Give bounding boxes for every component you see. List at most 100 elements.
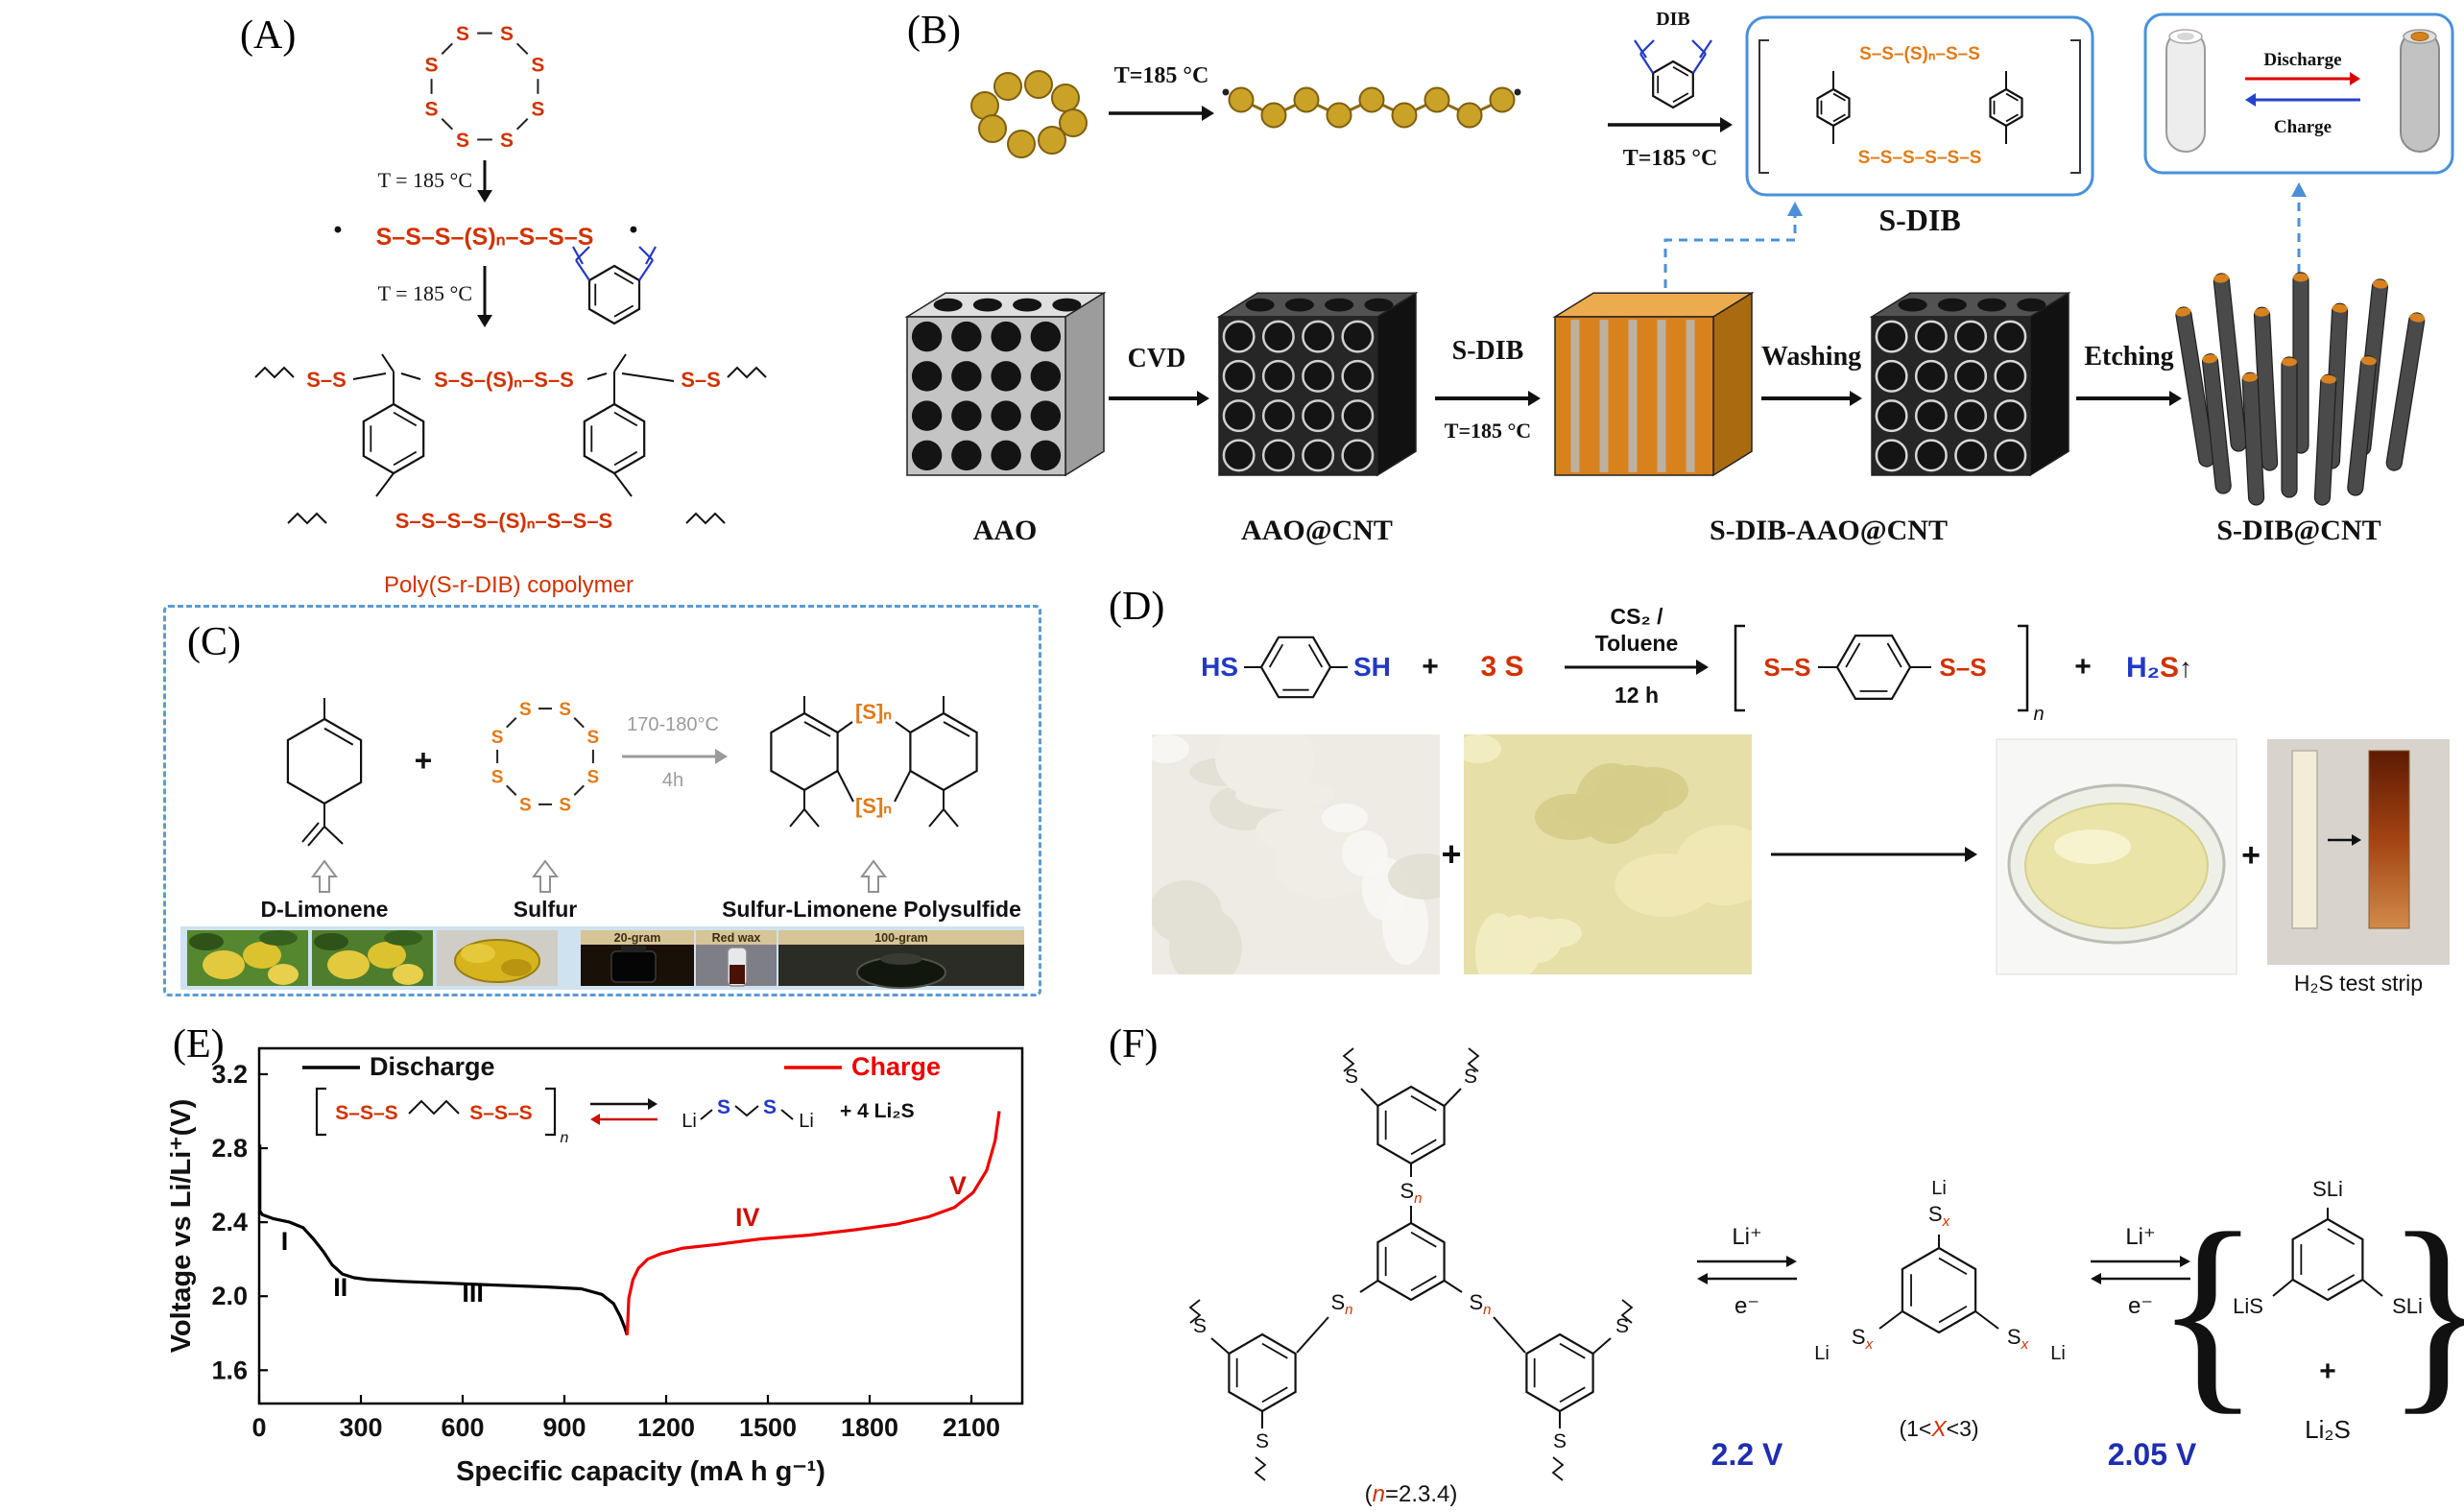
sdib-box xyxy=(1745,15,2094,197)
bond-line xyxy=(586,372,608,380)
sulfur-ball xyxy=(1228,86,1255,113)
pore xyxy=(1261,399,1295,433)
panel-d-graphic: HS SH +3 S CS₂ /Toluene 12 h S–S S–S n + H₂S↑ + + H₂… xyxy=(1152,604,2450,996)
arrow-head xyxy=(1850,391,1862,406)
brace-right: } xyxy=(2385,1188,2464,1432)
bond-line xyxy=(1886,642,1902,668)
pore xyxy=(911,321,943,352)
li-label: Li xyxy=(1814,1343,1830,1364)
benzene-ring xyxy=(583,402,646,475)
arrow-head xyxy=(1965,847,1977,862)
region-annotation: III xyxy=(462,1279,484,1308)
bond-line xyxy=(301,822,320,843)
bond-line xyxy=(1261,1386,1288,1404)
bond-line xyxy=(381,353,395,372)
y-tick-label: 2.8 xyxy=(211,1134,248,1163)
arrow-head xyxy=(1697,1273,1708,1284)
sulfur-ball xyxy=(1489,86,1516,113)
ss-label: S–S xyxy=(1939,653,1986,682)
bond-line xyxy=(1261,1342,1288,1359)
bond-line xyxy=(572,246,584,265)
sulfur-ball xyxy=(1024,70,1053,99)
ellipse xyxy=(2254,307,2270,317)
pore xyxy=(1994,439,2027,472)
bond-line xyxy=(943,721,970,737)
subscript-n: n xyxy=(561,1130,569,1146)
sh-label: SH xyxy=(1353,652,1391,682)
pore-top xyxy=(1013,298,1042,312)
bond-line xyxy=(894,770,912,803)
polyline xyxy=(1342,1047,1355,1072)
bond-line xyxy=(613,304,634,318)
electron-label: e⁻ xyxy=(1734,1293,1759,1319)
s-chain: S–S–S–S–S–S xyxy=(1858,148,1982,168)
panel-d: (D) HS SH +3 S CS₂ / Toluene 12 h S–S S–S n + H₂S↑… xyxy=(1094,576,2464,998)
plus-sign: + xyxy=(1422,651,1439,683)
tspan: =2.3.4) xyxy=(1385,1481,1457,1507)
cnt-stripe xyxy=(1570,320,1580,472)
ellipse xyxy=(2410,32,2429,41)
panel-b: (B) T=185 °C DIB T=185 °C S–S–(S)ₙ–S–S S–S–S… xyxy=(869,0,2464,600)
charge-curve xyxy=(625,1111,1001,1335)
sulfur-ball xyxy=(1260,102,1287,129)
ellipse xyxy=(1342,830,1388,876)
arrow-head xyxy=(2169,391,2182,406)
pore xyxy=(951,400,982,431)
sulfur-ball xyxy=(1358,86,1385,113)
tspan: x xyxy=(2021,1336,2029,1353)
rect xyxy=(610,950,657,983)
li-label: Li xyxy=(682,1111,697,1132)
arrow-head xyxy=(1787,202,1803,216)
copolymer-caption: Poly(S-r-DIB) copolymer xyxy=(384,572,634,598)
plus-sign: + xyxy=(2241,837,2261,874)
arrow-head xyxy=(1786,1256,1797,1267)
h2s-label: H₂S↑ xyxy=(2126,652,2192,684)
sulfur-ball xyxy=(978,114,1007,143)
bond-line xyxy=(1360,1088,1379,1107)
ellipse xyxy=(2409,313,2426,323)
bond-line xyxy=(573,717,585,729)
bond-line xyxy=(1699,39,1712,59)
inset-chain: S–S–S xyxy=(469,1102,532,1124)
bond-line xyxy=(1296,1316,1329,1354)
arrow-head xyxy=(477,190,492,203)
radical-dot xyxy=(1222,88,1230,96)
bond-line xyxy=(803,721,831,737)
polyline xyxy=(287,512,327,525)
pore xyxy=(1954,359,1988,393)
strip-caption: H₂S test strip xyxy=(2294,971,2423,996)
li2s-label: + 4 Li₂S xyxy=(840,1100,915,1122)
pore xyxy=(1875,359,1908,393)
ellipse xyxy=(2054,829,2131,864)
discharge-curve xyxy=(258,1144,629,1336)
ellipse xyxy=(880,953,922,965)
sulfur-ball xyxy=(1293,86,1320,113)
cube-side xyxy=(1065,291,1105,477)
pore xyxy=(991,361,1021,392)
polyline xyxy=(727,366,767,379)
pore xyxy=(1914,399,1948,433)
bond-line xyxy=(575,246,590,261)
bond-line xyxy=(1832,92,1846,102)
polyline xyxy=(2018,624,2029,712)
panel-c-label: (C) xyxy=(187,620,241,664)
pore xyxy=(1341,439,1375,472)
pore xyxy=(1875,439,1908,472)
bond-line xyxy=(638,246,654,261)
x-tick-label: 2100 xyxy=(943,1413,1000,1442)
ellipse xyxy=(393,964,423,985)
sdib-aao-cnt-caption: S-DIB-AAO@CNT xyxy=(1710,515,1948,546)
polyline xyxy=(315,1087,326,1137)
bond-line xyxy=(2272,1279,2294,1297)
arrow-head xyxy=(1528,391,1541,406)
ellipse xyxy=(1322,804,1368,832)
pore xyxy=(991,440,1021,471)
bond-line xyxy=(1938,1257,1968,1276)
bond-line xyxy=(1672,65,1689,77)
polyline xyxy=(1620,1299,1634,1324)
bond-line xyxy=(1359,1280,1378,1293)
tspan: <3) xyxy=(1947,1416,1979,1441)
test-strip-photo xyxy=(2267,739,2450,965)
